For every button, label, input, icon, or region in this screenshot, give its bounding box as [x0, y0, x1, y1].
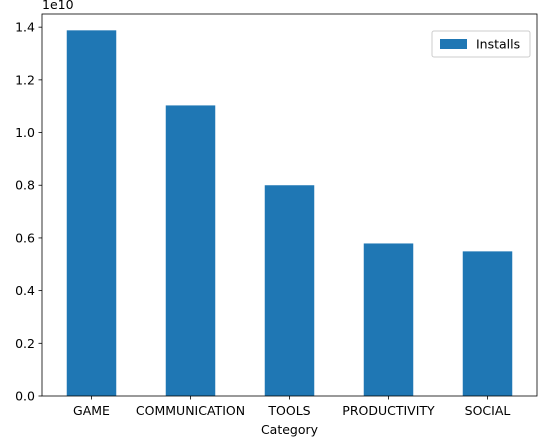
y-axis-offset-label: 1e10: [42, 0, 74, 12]
y-tick-label: 1.4: [15, 20, 35, 35]
legend-label-installs: Installs: [476, 37, 520, 52]
bar-tools: [264, 185, 315, 396]
bar-productivity: [363, 243, 414, 396]
y-tick-label: 0.0: [15, 389, 35, 404]
x-axis: GAME COMMUNICATION TOOLS PRODUCTIVITY SOCIAL: [73, 396, 510, 418]
legend: Installs: [431, 30, 531, 58]
bar-social: [462, 251, 513, 396]
x-tick-label: TOOLS: [267, 403, 310, 418]
x-tick-label: GAME: [73, 403, 110, 418]
y-tick-label: 0.8: [15, 178, 35, 193]
bar-communication: [165, 105, 216, 396]
x-axis-title: Category: [261, 422, 319, 437]
y-tick-label: 1.2: [15, 72, 35, 87]
bar-game: [66, 30, 117, 396]
x-tick-label: SOCIAL: [465, 403, 511, 418]
y-tick-label: 1.0: [15, 125, 35, 140]
y-axis: 0.0 0.2 0.4 0.6 0.8 1.0 1.2 1.4: [15, 20, 42, 404]
y-tick-label: 0.2: [15, 336, 35, 351]
y-tick-label: 0.6: [15, 230, 35, 245]
legend-swatch-installs: [440, 39, 467, 49]
x-tick-label: COMMUNICATION: [136, 403, 245, 418]
bars-group: [66, 30, 513, 396]
legend-box: [431, 30, 531, 58]
y-tick-label: 0.4: [15, 283, 35, 298]
x-tick-label: PRODUCTIVITY: [342, 403, 435, 418]
